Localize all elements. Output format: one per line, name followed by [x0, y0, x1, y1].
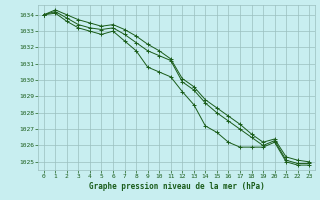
- X-axis label: Graphe pression niveau de la mer (hPa): Graphe pression niveau de la mer (hPa): [89, 182, 264, 191]
